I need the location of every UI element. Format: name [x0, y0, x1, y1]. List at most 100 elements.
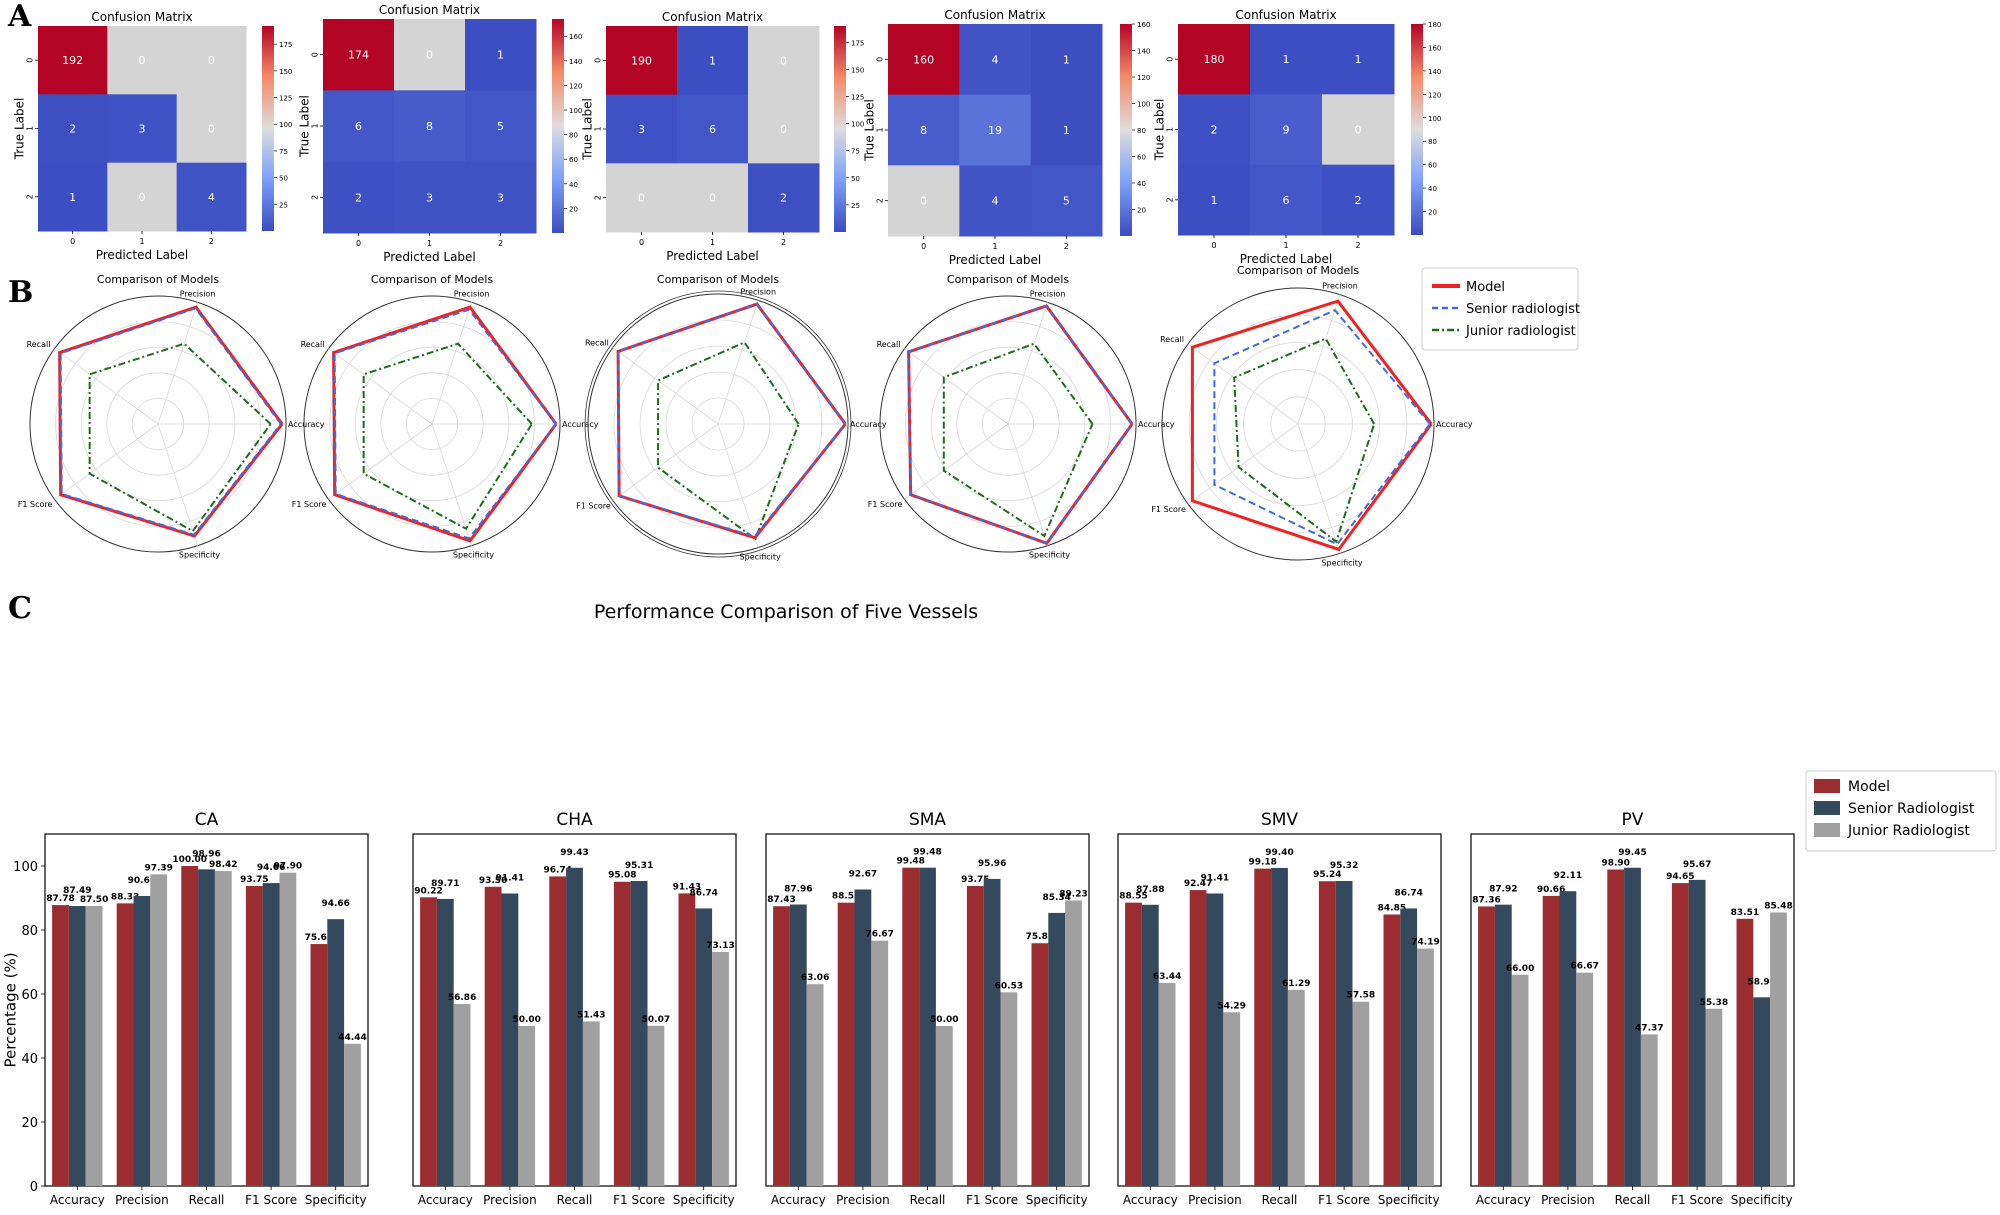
bar — [613, 881, 631, 1186]
heatmap-cell-value: 5 — [497, 120, 504, 133]
radar-title: Comparison of Models — [97, 273, 219, 286]
heatmap-cell — [888, 24, 960, 96]
bar — [806, 984, 824, 1186]
bar-value-label: 91.41 — [496, 873, 524, 883]
heatmap-cell-value: 8 — [426, 120, 433, 133]
heatmap-cell-value: 180 — [1204, 53, 1225, 66]
radar-axis-label: Recall — [27, 340, 51, 349]
bar-value-label: 87.92 — [1489, 885, 1517, 895]
radar-series-senior-radiologist — [1213, 308, 1431, 546]
heatmap-ylabel: True Label — [13, 98, 27, 161]
bar-category-label: Recall — [189, 1193, 225, 1207]
bar-value-label: 91.41 — [1201, 873, 1229, 883]
x-tick-label: 1 — [1283, 241, 1288, 250]
bar-category-label: Accuracy — [1123, 1193, 1178, 1207]
heatmap-cell-value: 1 — [1063, 53, 1070, 66]
bar — [871, 940, 889, 1186]
colorbar-tick-label: 100 — [1428, 115, 1441, 123]
heatmap-cell — [38, 162, 108, 232]
heatmap-ylabel: True Label — [298, 95, 312, 158]
bar-category-label: F1 Score — [245, 1193, 297, 1207]
bar-value-label: 85.34 — [1042, 893, 1070, 903]
x-tick-label: 0 — [921, 242, 926, 251]
heatmap-cell-value: 1 — [709, 54, 716, 67]
x-tick-label: 2 — [1355, 241, 1360, 250]
bar-ytick-label: 0 — [30, 1180, 38, 1195]
y-tick-label: 0 — [1166, 57, 1175, 62]
bar-value-label: 55.38 — [1700, 998, 1728, 1008]
x-tick-label: 0 — [356, 239, 361, 248]
bar — [1671, 883, 1689, 1186]
bar-value-label: 90.22 — [414, 886, 442, 896]
confusion-matrix-3: Confusion Matrix 190 1 0 3 6 0 0 0 2 0 0 1 1 2 2 Predict… — [581, 10, 865, 263]
radar-axis-label: Recall — [585, 339, 609, 348]
bar — [630, 881, 648, 1186]
bar-value-label: 66.67 — [1570, 962, 1598, 972]
bar-ytick-label: 60 — [21, 988, 38, 1003]
bar-value-label: 99.18 — [1248, 858, 1276, 868]
heatmap-cell — [394, 19, 466, 91]
heatmap-title: Confusion Matrix — [379, 3, 480, 17]
bar-value-label: 95.67 — [1683, 860, 1711, 870]
bar — [935, 1026, 953, 1186]
radar-title: Comparison of Models — [947, 273, 1069, 286]
bar-value-label: 47.37 — [1635, 1023, 1663, 1033]
heatmap-xlabel: Predicted Label — [383, 250, 476, 264]
bar-value-label: 88.55 — [1119, 892, 1147, 902]
radar-outer-circle-2 — [584, 290, 852, 558]
heatmap-xlabel: Predicted Label — [666, 249, 759, 263]
bar — [1494, 904, 1512, 1186]
radar-series-senior-radiologist — [907, 304, 1133, 545]
radar-spoke — [1297, 423, 1341, 554]
bar — [919, 867, 936, 1186]
bar — [647, 1025, 665, 1186]
bar — [501, 893, 519, 1186]
bar — [1189, 890, 1207, 1186]
colorbar-tick-label: 150 — [851, 66, 864, 74]
radar-spoke — [157, 423, 198, 546]
colorbar-tick-label: 75 — [851, 148, 860, 156]
bar-value-label: 93.75 — [961, 875, 989, 885]
radar-spoke — [328, 423, 433, 500]
x-tick-label: 0 — [639, 238, 644, 247]
heatmap-cell — [1322, 164, 1395, 236]
heatmap-cell-value: 0 — [638, 192, 645, 205]
heatmap-cell-value: 6 — [355, 120, 362, 133]
bar — [1335, 880, 1353, 1186]
heatmap-cell-value: 1 — [1355, 53, 1362, 66]
radar-chart-2: Accuracy Precision Recall F1 Score Specifici… — [292, 273, 599, 560]
radar-axis-label: Specificity — [179, 551, 220, 560]
colorbar-tick-label: 20 — [1428, 209, 1437, 217]
bar-value-label: 87.88 — [1136, 885, 1164, 895]
y-tick-label: 1 — [594, 126, 603, 131]
heatmap-cell — [323, 90, 395, 163]
x-tick-label: 1 — [710, 238, 715, 247]
bar-value-label: 85.48 — [1764, 901, 1792, 911]
heatmap-xlabel: Predicted Label — [96, 248, 189, 262]
radar-series-senior-radiologist — [59, 307, 282, 536]
radar-spoke — [904, 348, 1009, 425]
colorbar-tick-label: 75 — [279, 148, 288, 156]
x-tick-label: 1 — [139, 237, 144, 246]
bar-category-label: Specificity — [305, 1193, 367, 1207]
heatmap-cell-value: 0 — [920, 195, 927, 208]
heatmap-cell-value: 1 — [1283, 53, 1290, 66]
radar-spoke — [54, 348, 159, 425]
bar-category-label: Recall — [910, 1193, 946, 1207]
confusion-matrix-1: Confusion Matrix 192 0 0 2 3 0 1 0 4 0 0 1 1 2 2 Predict… — [13, 10, 293, 262]
bar-value-label: 76.67 — [865, 930, 893, 940]
bar — [150, 874, 168, 1186]
radar-title: Comparison of Models — [657, 273, 779, 286]
bar-value-label: 84.85 — [1378, 903, 1406, 913]
bar — [518, 1026, 536, 1186]
bar-value-label: 63.44 — [1153, 972, 1181, 982]
bar-value-label: 89.23 — [1059, 889, 1087, 899]
radar-series-junior-radiologist — [88, 342, 272, 533]
x-tick-label: 0 — [1211, 241, 1216, 250]
radar-axis-label: Specificity — [740, 553, 781, 562]
bar-value-label: 89.71 — [431, 879, 459, 889]
x-tick-label: 2 — [209, 237, 214, 246]
heatmap-cell-value: 19 — [988, 124, 1002, 137]
heatmap-cell — [1178, 24, 1251, 95]
